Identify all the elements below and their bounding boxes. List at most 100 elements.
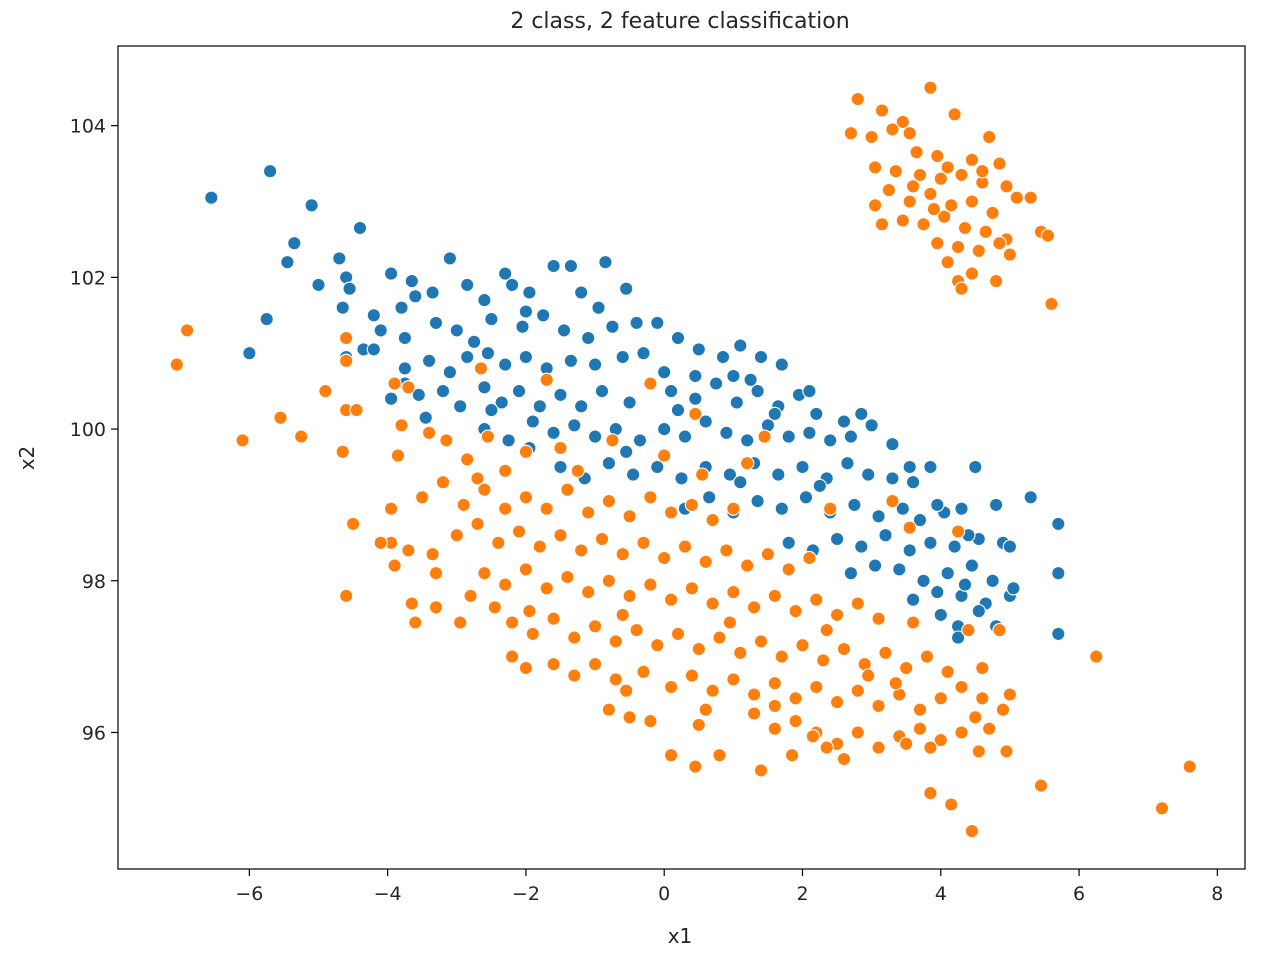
data-point: [957, 220, 973, 236]
data-point: [498, 501, 513, 516]
data-point: [515, 319, 530, 334]
data-point: [449, 528, 464, 543]
data-point: [204, 190, 219, 205]
data-point: [684, 668, 700, 683]
data-point: [923, 80, 938, 95]
data-point: [985, 205, 1000, 221]
data-point: [1002, 539, 1018, 554]
data-point: [836, 641, 852, 657]
data-point: [954, 679, 969, 695]
data-point: [504, 277, 520, 293]
data-point: [332, 251, 347, 266]
data-point: [435, 475, 451, 490]
data-point: [746, 687, 762, 702]
data-point: [563, 258, 579, 274]
data-point: [484, 311, 499, 327]
data-point: [902, 194, 917, 209]
data-point: [829, 607, 845, 623]
data-point: [342, 281, 357, 296]
data-point: [809, 406, 824, 422]
data-point: [657, 421, 672, 437]
data-point: [670, 402, 686, 418]
data-point: [387, 558, 402, 573]
data-point: [850, 91, 865, 107]
data-point: [1040, 228, 1056, 243]
data-point: [518, 660, 534, 676]
data-point: [788, 713, 803, 729]
data-point: [619, 444, 634, 459]
data-point: [999, 744, 1014, 759]
x-tick-label: 0: [658, 883, 670, 905]
data-point: [726, 672, 741, 687]
data-point: [460, 349, 475, 365]
data-point: [930, 236, 945, 251]
data-point: [663, 592, 679, 607]
data-point: [484, 402, 499, 418]
y-tick-label: 104: [70, 116, 106, 138]
data-point: [1023, 490, 1038, 505]
data-point: [536, 308, 551, 323]
data-point: [560, 482, 575, 497]
data-point: [1044, 296, 1059, 312]
data-point: [802, 383, 817, 399]
data-point: [753, 634, 769, 649]
data-point: [352, 220, 368, 236]
data-point: [1051, 626, 1066, 642]
data-point: [781, 562, 796, 577]
data-point: [750, 383, 765, 399]
data-point: [757, 429, 772, 444]
data-point: [874, 217, 890, 232]
data-point: [401, 543, 416, 558]
data-point: [795, 459, 810, 475]
data-point: [498, 577, 513, 592]
data-point: [591, 300, 606, 315]
data-point: [574, 285, 589, 300]
x-tick-label: 4: [935, 883, 947, 905]
data-point: [318, 383, 333, 399]
data-point: [428, 600, 444, 615]
y-tick-label: 100: [70, 419, 106, 441]
data-point: [169, 357, 184, 372]
data-point: [892, 562, 907, 577]
data-point: [518, 444, 534, 459]
data-point: [874, 103, 890, 118]
data-point: [179, 323, 195, 338]
data-point: [643, 577, 658, 592]
data-point: [539, 501, 554, 516]
data-point: [712, 748, 727, 763]
data-point: [802, 550, 817, 566]
data-point: [511, 524, 527, 539]
data-point: [705, 596, 720, 611]
data-point: [784, 748, 800, 763]
data-point: [905, 592, 921, 607]
data-point: [829, 694, 845, 710]
data-point: [560, 569, 575, 585]
data-point: [912, 721, 928, 736]
data-point: [933, 691, 948, 706]
data-point: [404, 273, 419, 289]
data-point: [498, 266, 513, 281]
data-point: [421, 353, 437, 368]
data-point: [912, 167, 928, 183]
data-point: [933, 607, 948, 623]
data-point: [273, 410, 288, 425]
data-point: [950, 630, 966, 645]
data-point: [460, 277, 475, 293]
data-point: [335, 444, 350, 459]
data-point: [259, 311, 274, 327]
data-point: [373, 323, 388, 338]
data-point: [608, 634, 623, 649]
data-point: [812, 478, 827, 494]
data-point: [743, 372, 758, 387]
data-point: [957, 577, 973, 592]
data-point: [567, 418, 582, 433]
data-point: [888, 164, 903, 179]
data-point: [964, 823, 980, 839]
data-point: [553, 387, 568, 403]
data-point: [339, 588, 354, 604]
data-point: [781, 429, 796, 444]
data-point: [335, 300, 350, 315]
data-point: [971, 603, 986, 619]
data-point: [850, 725, 865, 740]
data-point: [975, 660, 990, 676]
